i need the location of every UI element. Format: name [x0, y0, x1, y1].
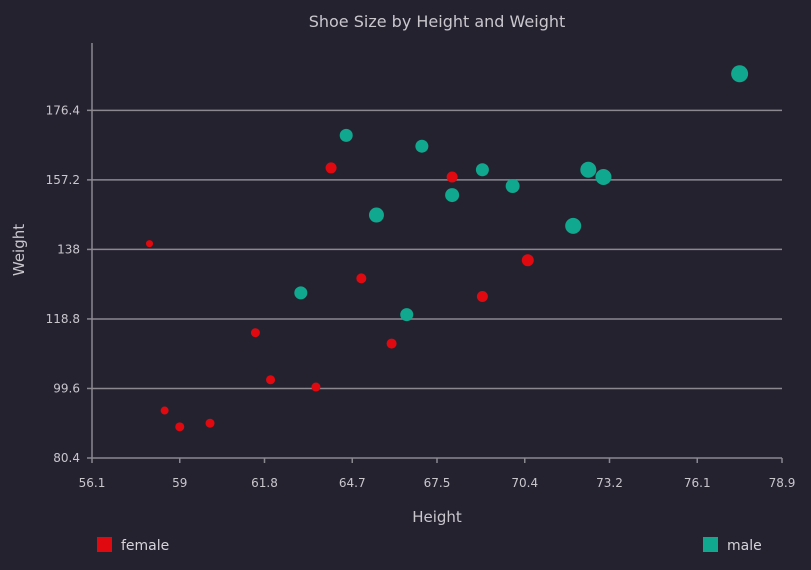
female-point[interactable]	[205, 418, 215, 428]
y-tick-labels: 80.4 99.6 118.8 138 157.2 176.4	[46, 103, 92, 465]
x-tick-label: 70.4	[511, 476, 538, 490]
female-point[interactable]	[266, 375, 276, 385]
x-tick-label: 64.7	[339, 476, 366, 490]
male-point[interactable]	[445, 188, 460, 203]
legend-swatch-male	[703, 537, 718, 552]
male-point[interactable]	[731, 65, 749, 83]
female-point[interactable]	[175, 422, 185, 432]
x-tick-labels: 56.1 59 61.8 64.7 67.5 70.4 73.2 76.1 78.9	[79, 458, 796, 490]
male-point[interactable]	[475, 163, 489, 177]
female-point[interactable]	[325, 162, 337, 174]
female-point[interactable]	[146, 240, 153, 248]
male-point[interactable]	[565, 217, 582, 234]
y-tick-label: 157.2	[46, 173, 80, 187]
legend-label-female: female	[121, 538, 169, 554]
male-point[interactable]	[400, 308, 414, 322]
legend-item-female[interactable]: female	[97, 537, 169, 554]
x-tick-label: 61.8	[251, 476, 278, 490]
male-point[interactable]	[368, 207, 384, 223]
male-point[interactable]	[294, 286, 308, 300]
x-tick-label: 73.2	[596, 476, 623, 490]
x-axis-title: Height	[412, 508, 462, 526]
y-tick-label: 80.4	[53, 451, 80, 465]
male-point[interactable]	[505, 179, 520, 194]
y-tick-label: 176.4	[46, 103, 80, 117]
male-point[interactable]	[580, 161, 597, 178]
female-point[interactable]	[386, 338, 397, 349]
male-point[interactable]	[595, 168, 612, 185]
y-axis-title: Weight	[10, 224, 28, 276]
y-tick-label: 138	[57, 242, 80, 256]
female-point[interactable]	[356, 273, 367, 284]
female-point[interactable]	[311, 382, 321, 392]
female-point[interactable]	[160, 406, 169, 415]
data-points	[146, 65, 749, 432]
male-point[interactable]	[415, 139, 429, 153]
x-tick-label: 76.1	[684, 476, 711, 490]
legend-swatch-female	[97, 537, 112, 552]
y-tick-label: 99.6	[53, 381, 80, 395]
female-point[interactable]	[476, 290, 488, 302]
chart-title: Shoe Size by Height and Weight	[309, 12, 566, 31]
female-point[interactable]	[446, 171, 458, 183]
x-tick-label: 78.9	[769, 476, 796, 490]
female-point[interactable]	[521, 254, 534, 267]
x-tick-label: 56.1	[79, 476, 106, 490]
gridlines	[92, 109, 782, 390]
legend-label-male: male	[727, 538, 762, 554]
legend-item-male[interactable]: male	[703, 537, 762, 554]
x-tick-label: 67.5	[424, 476, 451, 490]
y-tick-label: 118.8	[46, 312, 80, 326]
male-point[interactable]	[339, 128, 353, 142]
x-tick-label: 59	[172, 476, 187, 490]
female-point[interactable]	[250, 328, 260, 338]
